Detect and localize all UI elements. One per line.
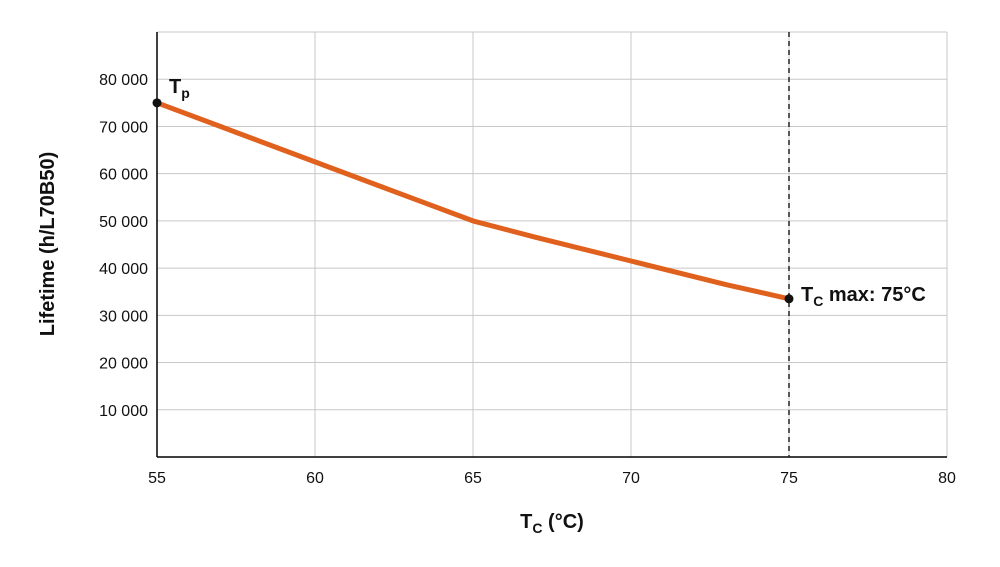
axes — [156, 32, 947, 458]
series-line-lifetime — [154, 100, 792, 302]
annotation-label-rest: max: 75°C — [823, 284, 926, 306]
annotation-label: Tp — [169, 76, 190, 101]
x-tick-label: 60 — [306, 470, 324, 487]
annotation-label-sub: C — [813, 293, 823, 309]
series-group — [154, 100, 792, 302]
x-tick-label: 65 — [464, 470, 482, 487]
x-tick-label: 75 — [780, 470, 798, 487]
x-axis-title-rest: (°C) — [543, 511, 584, 533]
y-tick-label: 40 000 — [99, 261, 148, 278]
y-tick-label: 50 000 — [99, 214, 148, 231]
y-tick-labels: 10 000 20 000 30 000 40 000 50 000 60 000 70 0… — [99, 72, 148, 420]
y-tick-label: 30 000 — [99, 308, 148, 325]
annotation-points — [152, 98, 794, 304]
y-axis-title: Lifetime (h/L70B50) — [37, 152, 59, 336]
annotation-label-sub: p — [181, 85, 190, 101]
y-tick-label: 70 000 — [99, 119, 148, 136]
x-axis-title-sub: C — [532, 520, 542, 536]
annotation-point — [784, 294, 794, 304]
annotation-label: TC max: 75°C — [801, 284, 926, 309]
x-tick-label: 80 — [938, 470, 956, 487]
y-tick-label: 20 000 — [99, 356, 148, 373]
annotation-point — [152, 98, 162, 108]
x-tick-label: 70 — [622, 470, 640, 487]
y-tick-label: 10 000 — [99, 403, 148, 420]
y-tick-label: 80 000 — [99, 72, 148, 89]
annotation-label-main: T — [801, 284, 813, 306]
x-tick-labels: 55 60 65 70 75 80 — [148, 470, 956, 487]
x-tick-label: 55 — [148, 470, 166, 487]
x-axis-title-main: T — [520, 511, 532, 533]
grid — [157, 31, 948, 457]
y-tick-label: 60 000 — [99, 167, 148, 184]
annotation-label-main: T — [169, 76, 181, 98]
x-axis-title: TC (°C) — [520, 511, 584, 536]
